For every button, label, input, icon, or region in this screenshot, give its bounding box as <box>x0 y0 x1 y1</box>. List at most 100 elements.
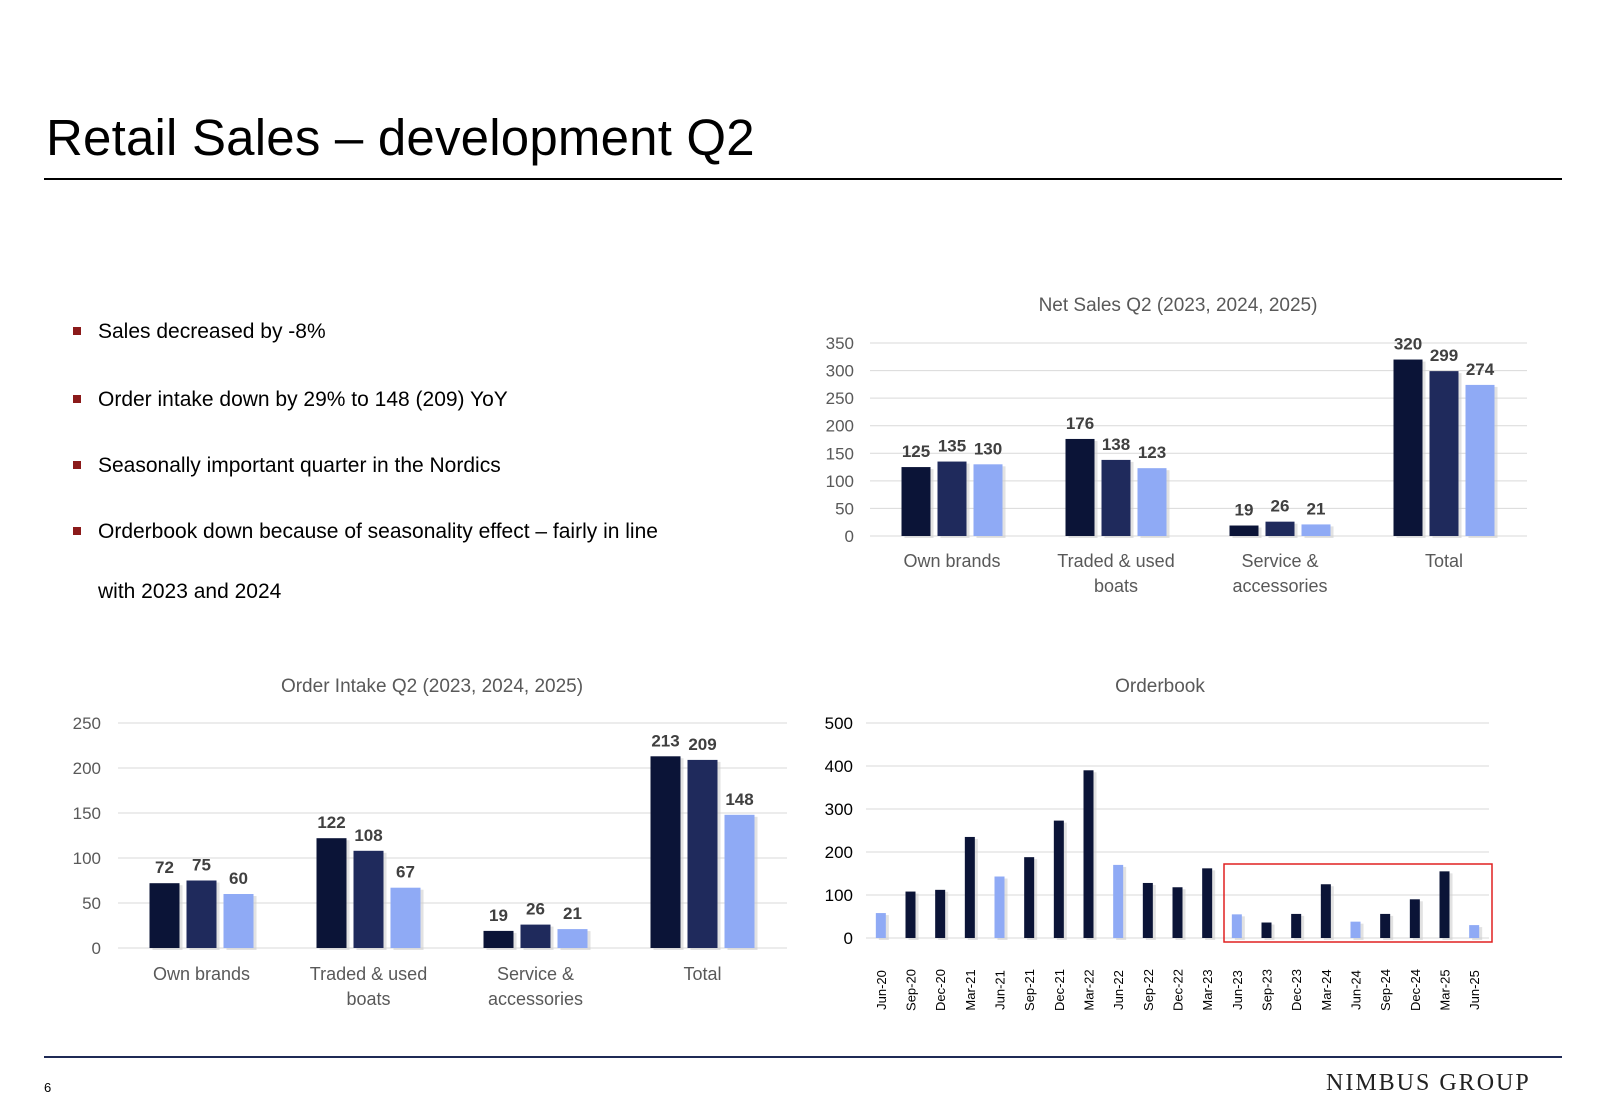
net-sales-category-label: Own brands <box>903 551 1000 571</box>
orderbook-x-tick-label: Sep-24 <box>1378 969 1393 1011</box>
orderbook-bar <box>1172 887 1183 938</box>
net-sales-data-label: 19 <box>1235 501 1254 520</box>
orderbook-x-tick-label: Jun-24 <box>1349 970 1364 1010</box>
orderbook-bar <box>1469 925 1480 938</box>
orderbook-bar <box>1261 922 1272 938</box>
order-intake-bar-2025 <box>223 894 254 948</box>
order-intake-y-tick-label: 0 <box>92 939 101 958</box>
order-intake-y-tick-label: 150 <box>73 804 101 823</box>
order-intake-y-tick-label: 250 <box>73 714 101 733</box>
orderbook-x-tick-label: Jun-23 <box>1230 970 1245 1010</box>
net-sales-data-label: 125 <box>902 442 930 461</box>
net-sales-y-tick-label: 100 <box>826 472 854 491</box>
net-sales-bar-2023 <box>1229 525 1259 536</box>
order-intake-data-label: 148 <box>725 790 753 809</box>
order-intake-data-label: 108 <box>354 826 382 845</box>
orderbook-bar <box>1409 899 1420 938</box>
order-intake-bar-2023 <box>149 883 180 948</box>
orderbook-y-tick-label: 300 <box>825 800 853 819</box>
orderbook-x-tick-label: Dec-22 <box>1171 969 1186 1011</box>
net-sales-bar-2023 <box>901 467 931 536</box>
net-sales-y-tick-label: 350 <box>826 334 854 353</box>
orderbook-bar <box>875 913 886 938</box>
page-title: Retail Sales – development Q2 <box>46 109 755 166</box>
orderbook-bar <box>1202 868 1213 938</box>
net-sales-y-tick-label: 0 <box>845 527 854 546</box>
orderbook-bar <box>1113 864 1124 938</box>
order-intake-bar-2023 <box>316 838 347 948</box>
orderbook-bar <box>1142 882 1153 938</box>
orderbook-bar <box>1053 820 1064 938</box>
orderbook-x-tick-label: Mar-24 <box>1319 969 1334 1010</box>
orderbook-bar <box>964 836 975 938</box>
order-intake-bar-2023 <box>650 756 681 948</box>
net-sales-y-tick-label: 250 <box>826 389 854 408</box>
order-intake-data-label: 209 <box>688 735 716 754</box>
order-intake-category-label: Service & <box>497 964 574 984</box>
net-sales-data-label: 135 <box>938 437 966 456</box>
net-sales-category-label: accessories <box>1232 576 1327 596</box>
orderbook-bar <box>1439 871 1450 938</box>
net-sales-category-label: boats <box>1094 576 1138 596</box>
order-intake-data-label: 19 <box>489 906 508 925</box>
order-intake-category-label: Own brands <box>153 964 250 984</box>
orderbook-title: Orderbook <box>1115 676 1205 697</box>
order-intake-data-label: 75 <box>192 856 211 875</box>
net-sales-data-label: 299 <box>1430 346 1458 365</box>
net-sales-category-label: Total <box>1425 551 1463 571</box>
order-intake-category-label: Traded & used <box>310 964 427 984</box>
order-intake-y-tick-label: 200 <box>73 759 101 778</box>
bullet-order-intake: Order intake down by 29% to 148 (209) Yo… <box>70 386 508 414</box>
order-intake-y-tick-label: 100 <box>73 849 101 868</box>
net-sales-y-tick-label: 150 <box>826 444 854 463</box>
order-intake-data-label: 67 <box>396 863 415 882</box>
net-sales-bar-2023 <box>1065 438 1095 536</box>
net-sales-data-label: 176 <box>1066 414 1094 433</box>
net-sales-bar-2024 <box>1101 459 1131 536</box>
orderbook-bar <box>905 891 916 938</box>
order-intake-bar-2024 <box>353 850 384 948</box>
orderbook-x-tick-label: Jun-22 <box>1111 970 1126 1010</box>
order-intake-bar-2025 <box>390 887 421 948</box>
orderbook-x-tick-label: Mar-21 <box>963 969 978 1010</box>
net-sales-title: Net Sales Q2 (2023, 2024, 2025) <box>1039 295 1318 316</box>
bullet-orderbook: Orderbook down because of seasonality ef… <box>70 502 658 622</box>
orderbook-bar <box>1231 914 1242 938</box>
net-sales-bar-2024 <box>937 461 967 536</box>
order-intake-data-label: 72 <box>155 858 174 877</box>
orderbook-x-tick-label: Jun-20 <box>874 970 889 1010</box>
bullet-seasonal: Seasonally important quarter in the Nord… <box>70 452 501 480</box>
net-sales-data-label: 123 <box>1138 443 1166 462</box>
net-sales-bar-2024 <box>1265 521 1295 536</box>
orderbook-x-tick-label: Dec-21 <box>1052 969 1067 1011</box>
orderbook-bar <box>994 876 1005 938</box>
orderbook-x-tick-label: Mar-22 <box>1082 969 1097 1010</box>
net-sales-data-label: 26 <box>1271 497 1290 516</box>
orderbook-y-tick-label: 100 <box>825 886 853 905</box>
order-intake-bar-2024 <box>687 759 718 948</box>
orderbook-highlight-box <box>1223 863 1493 943</box>
bullet-orderbook-line1: Orderbook down because of seasonality ef… <box>98 520 658 543</box>
orderbook-x-tick-label: Dec-20 <box>933 969 948 1011</box>
net-sales-bar-2023 <box>1393 359 1423 536</box>
order-intake-bar-2024 <box>520 924 551 948</box>
orderbook-y-tick-label: 400 <box>825 757 853 776</box>
orderbook-bar <box>1380 913 1391 938</box>
orderbook-bar <box>1320 884 1331 938</box>
nimbus-group-logo: NIMBUS GROUP <box>1326 1070 1531 1096</box>
order-intake-y-tick-label: 50 <box>82 894 101 913</box>
orderbook-y-tick-label: 500 <box>825 714 853 733</box>
net-sales-y-tick-label: 50 <box>835 499 854 518</box>
orderbook-bar <box>935 889 946 938</box>
net-sales-data-label: 320 <box>1394 335 1422 354</box>
net-sales-y-tick-label: 200 <box>826 417 854 436</box>
net-sales-bar-2025 <box>973 464 1003 536</box>
footer-divider <box>44 1056 1562 1058</box>
order-intake-bar-2023 <box>483 930 514 948</box>
net-sales-y-tick-label: 300 <box>826 362 854 381</box>
order-intake-category-label: Total <box>683 964 721 984</box>
net-sales-data-label: 21 <box>1307 499 1326 518</box>
bullet-sales: Sales decreased by -8% <box>70 318 326 346</box>
orderbook-x-tick-label: Mar-23 <box>1200 969 1215 1010</box>
